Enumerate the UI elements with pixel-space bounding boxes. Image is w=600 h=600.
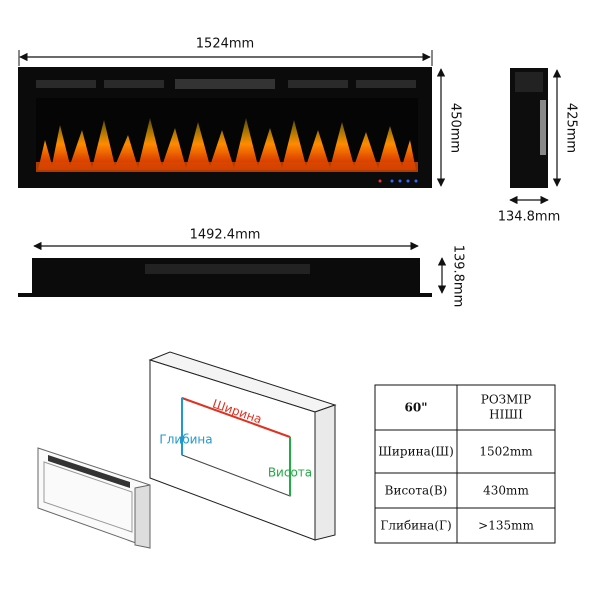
table-cell: >135mm	[478, 519, 534, 533]
dimension-label: 1492.4mm	[190, 228, 261, 243]
bottom-view: 1492.4mm 139.8mm	[18, 228, 466, 308]
width-edge	[181, 397, 291, 438]
dimension-label: 425mm	[564, 103, 579, 153]
fireplace-window	[43, 461, 133, 533]
table-size: 60"	[405, 401, 428, 415]
wall-side	[314, 404, 336, 541]
niche-label: Висота	[268, 466, 312, 480]
fireplace-side	[134, 484, 151, 549]
dimension-label: 134.8mm	[498, 210, 561, 225]
indicator	[398, 179, 402, 183]
vent	[175, 79, 275, 89]
bottom-body	[32, 258, 420, 294]
niche-table: 60" РОЗМІР НІШІ Ширина(Ш) 1502mm Висота(…	[374, 384, 556, 544]
indicator	[406, 179, 410, 183]
dimension-label: 450mm	[448, 103, 463, 153]
fireplace-vents	[48, 455, 130, 488]
side-detail	[515, 72, 543, 92]
table-border	[374, 384, 556, 544]
dimension-label: 1524mm	[196, 37, 254, 52]
vent	[36, 80, 96, 88]
vent	[104, 80, 164, 88]
table-header: НІШІ	[489, 408, 523, 422]
vent	[356, 80, 416, 88]
table-cell: Висота(В)	[385, 484, 448, 498]
vent	[288, 80, 348, 88]
dimension-label: 139.8mm	[451, 245, 466, 308]
indicator	[414, 179, 418, 183]
niche-label: Глибина	[159, 433, 212, 447]
ember-bed	[36, 162, 418, 172]
vent	[145, 264, 310, 274]
indicator	[390, 179, 394, 183]
table-header: РОЗМІР	[481, 393, 532, 407]
table-cell: 430mm	[483, 484, 529, 498]
side-detail	[540, 100, 546, 155]
side-view: 425mm 134.8mm	[498, 68, 579, 225]
flames	[38, 118, 416, 170]
table-cell: 1502mm	[479, 445, 533, 459]
table-cell: Ширина(Ш)	[378, 445, 454, 459]
table-cell: Глибина(Г)	[380, 519, 451, 533]
front-view: 1524mm 450mm	[18, 37, 463, 188]
mount-plate	[18, 293, 432, 297]
niche-drawing: Ширина Глибина Висота	[37, 351, 337, 549]
indicator	[378, 179, 382, 183]
